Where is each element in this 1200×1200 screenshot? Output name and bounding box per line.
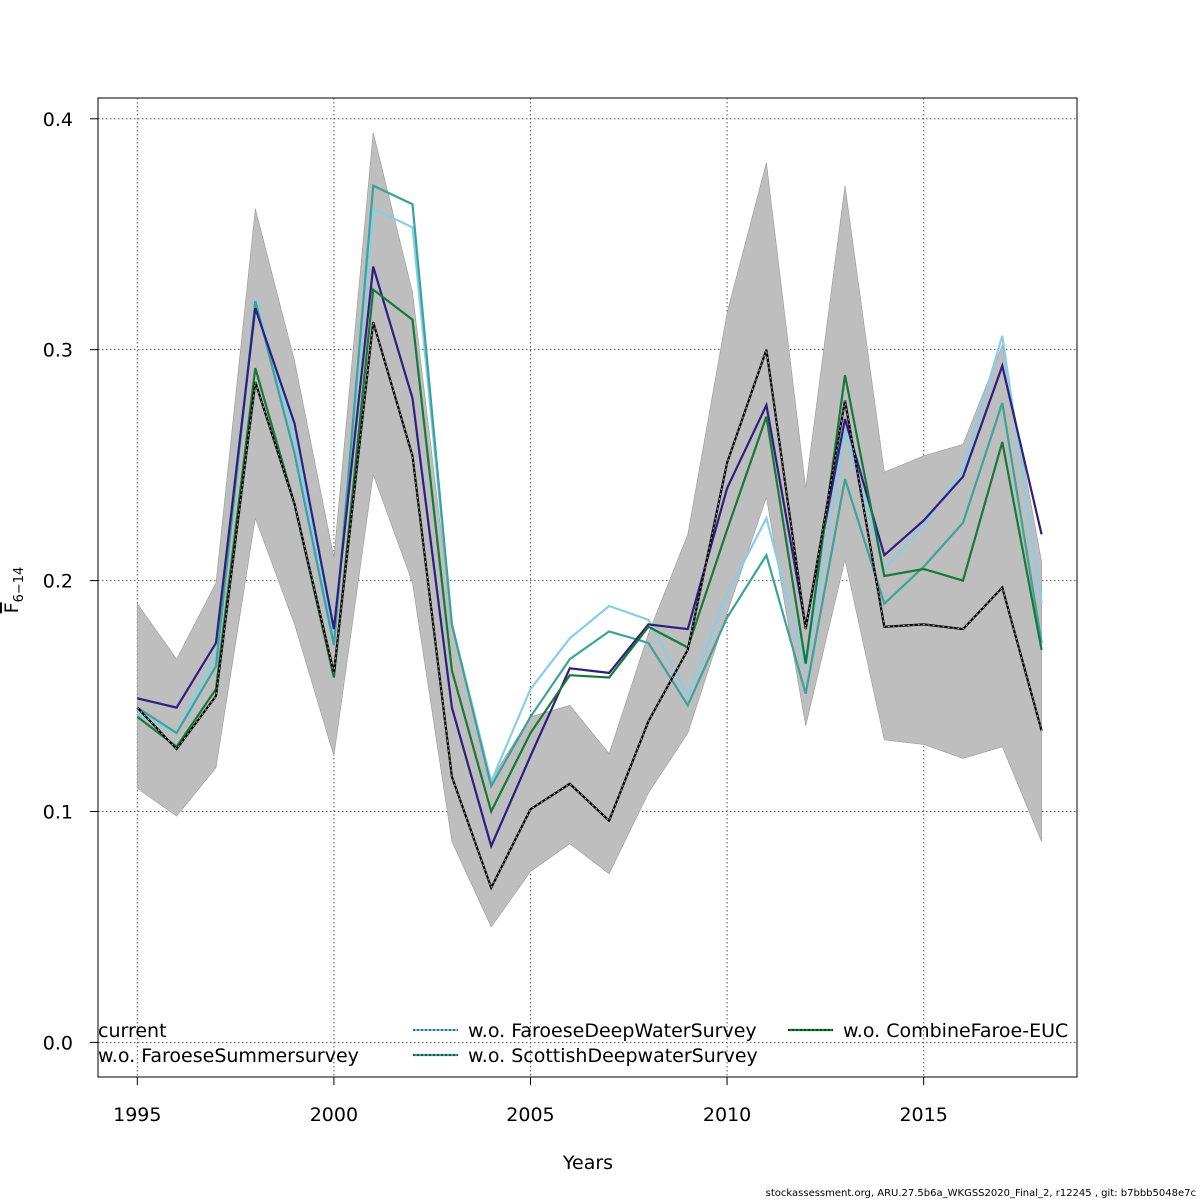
legend-label: current — [98, 1020, 167, 1042]
confidence-band — [137, 132, 1042, 928]
x-axis: 1995 2000 2005 2010 2015 — [113, 1077, 948, 1126]
y-tick-label: 0.3 — [43, 340, 73, 362]
x-axis-title: Years — [562, 1152, 613, 1174]
x-tick-label: 2005 — [506, 1104, 554, 1126]
series-line-current-dash — [136, 321, 1043, 889]
y-axis-title-sub: 6−14 — [12, 567, 27, 603]
y-tick-label: 0.0 — [43, 1032, 73, 1054]
plot-frame — [97, 97, 1078, 1078]
legend-label: w.o. CombineFaroe-EUC — [843, 1020, 1068, 1042]
legend-label: w.o. ScottishDeepwaterSurvey — [468, 1045, 758, 1067]
y-tick-label: 0.2 — [43, 571, 73, 593]
x-tick-label: 2015 — [899, 1104, 947, 1126]
x-tick-label: 2010 — [703, 1104, 751, 1126]
y-axis: 0.0 0.1 0.2 0.3 0.4 — [43, 109, 98, 1054]
series-line-w-o-faroesesummersurvey — [137, 266, 1043, 850]
confidence-band-layer — [137, 132, 1042, 928]
y-axis-title: F6−14 — [1, 567, 27, 614]
x-tick-label: 2000 — [310, 1104, 358, 1126]
series-line-w-o-scottishdeepwatersurvey — [136, 184, 1043, 790]
y-axis-title-main: F — [1, 602, 23, 613]
x-tick-label: 1995 — [113, 1104, 161, 1126]
legend: current w.o. FaroeseSummersurvey w.o. Faro… — [98, 1020, 1068, 1067]
series-layer — [136, 184, 1043, 891]
legend-label: w.o. FaroeseDeepWaterSurvey — [468, 1020, 757, 1042]
series-line-w-o-faroesedeepwatersurvey — [136, 207, 1043, 785]
y-tick-label: 0.4 — [43, 109, 73, 131]
legend-label: w.o. FaroeseSummersurvey — [98, 1045, 359, 1067]
y-tick-label: 0.1 — [43, 801, 73, 823]
footer-text: stockassessment.org, ARU.27.5b6a_WKGSS20… — [766, 1188, 1196, 1199]
